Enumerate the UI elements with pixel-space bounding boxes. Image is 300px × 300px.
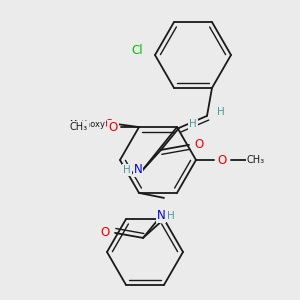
Text: O: O (104, 118, 114, 130)
Text: H: H (217, 107, 225, 117)
Text: H: H (167, 211, 175, 221)
Text: N: N (157, 209, 165, 222)
Text: CH₃: CH₃ (247, 155, 265, 165)
Text: N: N (134, 164, 142, 176)
Text: CH₃: CH₃ (70, 122, 88, 132)
Text: Cl: Cl (131, 44, 143, 56)
Text: O: O (194, 138, 204, 152)
Text: O: O (100, 226, 109, 239)
Text: O: O (108, 121, 118, 134)
Text: Methoxy: Methoxy (69, 120, 105, 129)
Text: O: O (218, 154, 226, 166)
Text: H: H (189, 119, 197, 129)
Text: H: H (123, 165, 131, 175)
